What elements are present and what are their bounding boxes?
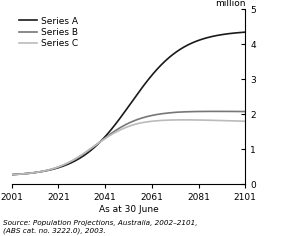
Series B	[157, 113, 160, 116]
Series B	[178, 111, 182, 114]
Series C	[10, 173, 13, 176]
Series C	[38, 170, 41, 173]
Series A	[180, 47, 183, 50]
Series B	[10, 173, 13, 176]
Series B	[86, 150, 90, 152]
Series C	[180, 118, 183, 121]
Series A	[38, 170, 41, 173]
Series B	[180, 110, 183, 113]
Text: million: million	[215, 0, 245, 8]
Series A	[10, 173, 13, 176]
Series A	[102, 136, 106, 139]
Legend: Series A, Series B, Series C: Series A, Series B, Series C	[18, 16, 79, 49]
Series B	[38, 170, 41, 173]
Series C	[178, 118, 182, 121]
Line: Series B: Series B	[12, 111, 245, 175]
X-axis label: As at 30 June: As at 30 June	[99, 205, 158, 214]
Line: Series C: Series C	[12, 120, 245, 175]
Series B	[102, 137, 106, 140]
Series C	[86, 149, 90, 152]
Series C	[182, 118, 185, 121]
Line: Series A: Series A	[12, 32, 245, 175]
Series B	[214, 110, 218, 113]
Series C	[102, 138, 106, 141]
Series A	[244, 31, 247, 34]
Series A	[86, 151, 90, 154]
Series A	[157, 66, 160, 69]
Series C	[157, 119, 160, 122]
Series B	[244, 110, 247, 113]
Text: Source: Population Projections, Australia, 2002–2101,
(ABS cat. no. 3222.0), 200: Source: Population Projections, Australi…	[3, 220, 197, 234]
Series A	[178, 48, 182, 51]
Series C	[244, 120, 247, 123]
